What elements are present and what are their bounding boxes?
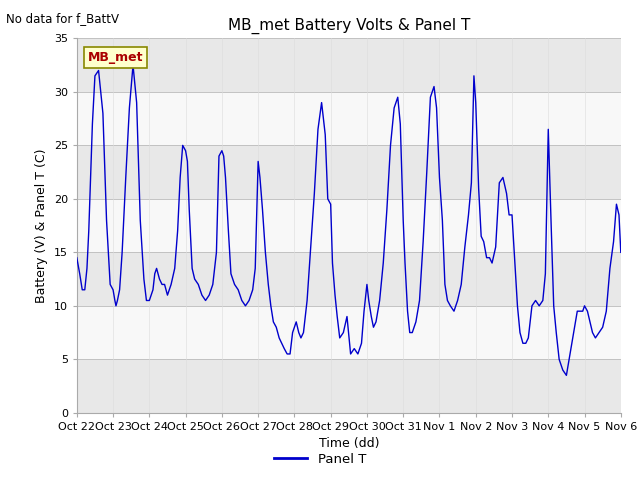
- Bar: [77, 306, 621, 360]
- Bar: [77, 252, 621, 306]
- Legend: Panel T: Panel T: [269, 447, 371, 471]
- Text: No data for f_BattV: No data for f_BattV: [6, 12, 120, 25]
- Bar: [77, 92, 621, 145]
- Title: MB_met Battery Volts & Panel T: MB_met Battery Volts & Panel T: [228, 18, 470, 34]
- Y-axis label: Battery (V) & Panel T (C): Battery (V) & Panel T (C): [35, 148, 48, 303]
- Bar: [77, 360, 621, 413]
- X-axis label: Time (dd): Time (dd): [319, 437, 379, 450]
- Text: MB_met: MB_met: [88, 51, 143, 64]
- Bar: [77, 145, 621, 199]
- Bar: [77, 38, 621, 92]
- Bar: [77, 199, 621, 252]
